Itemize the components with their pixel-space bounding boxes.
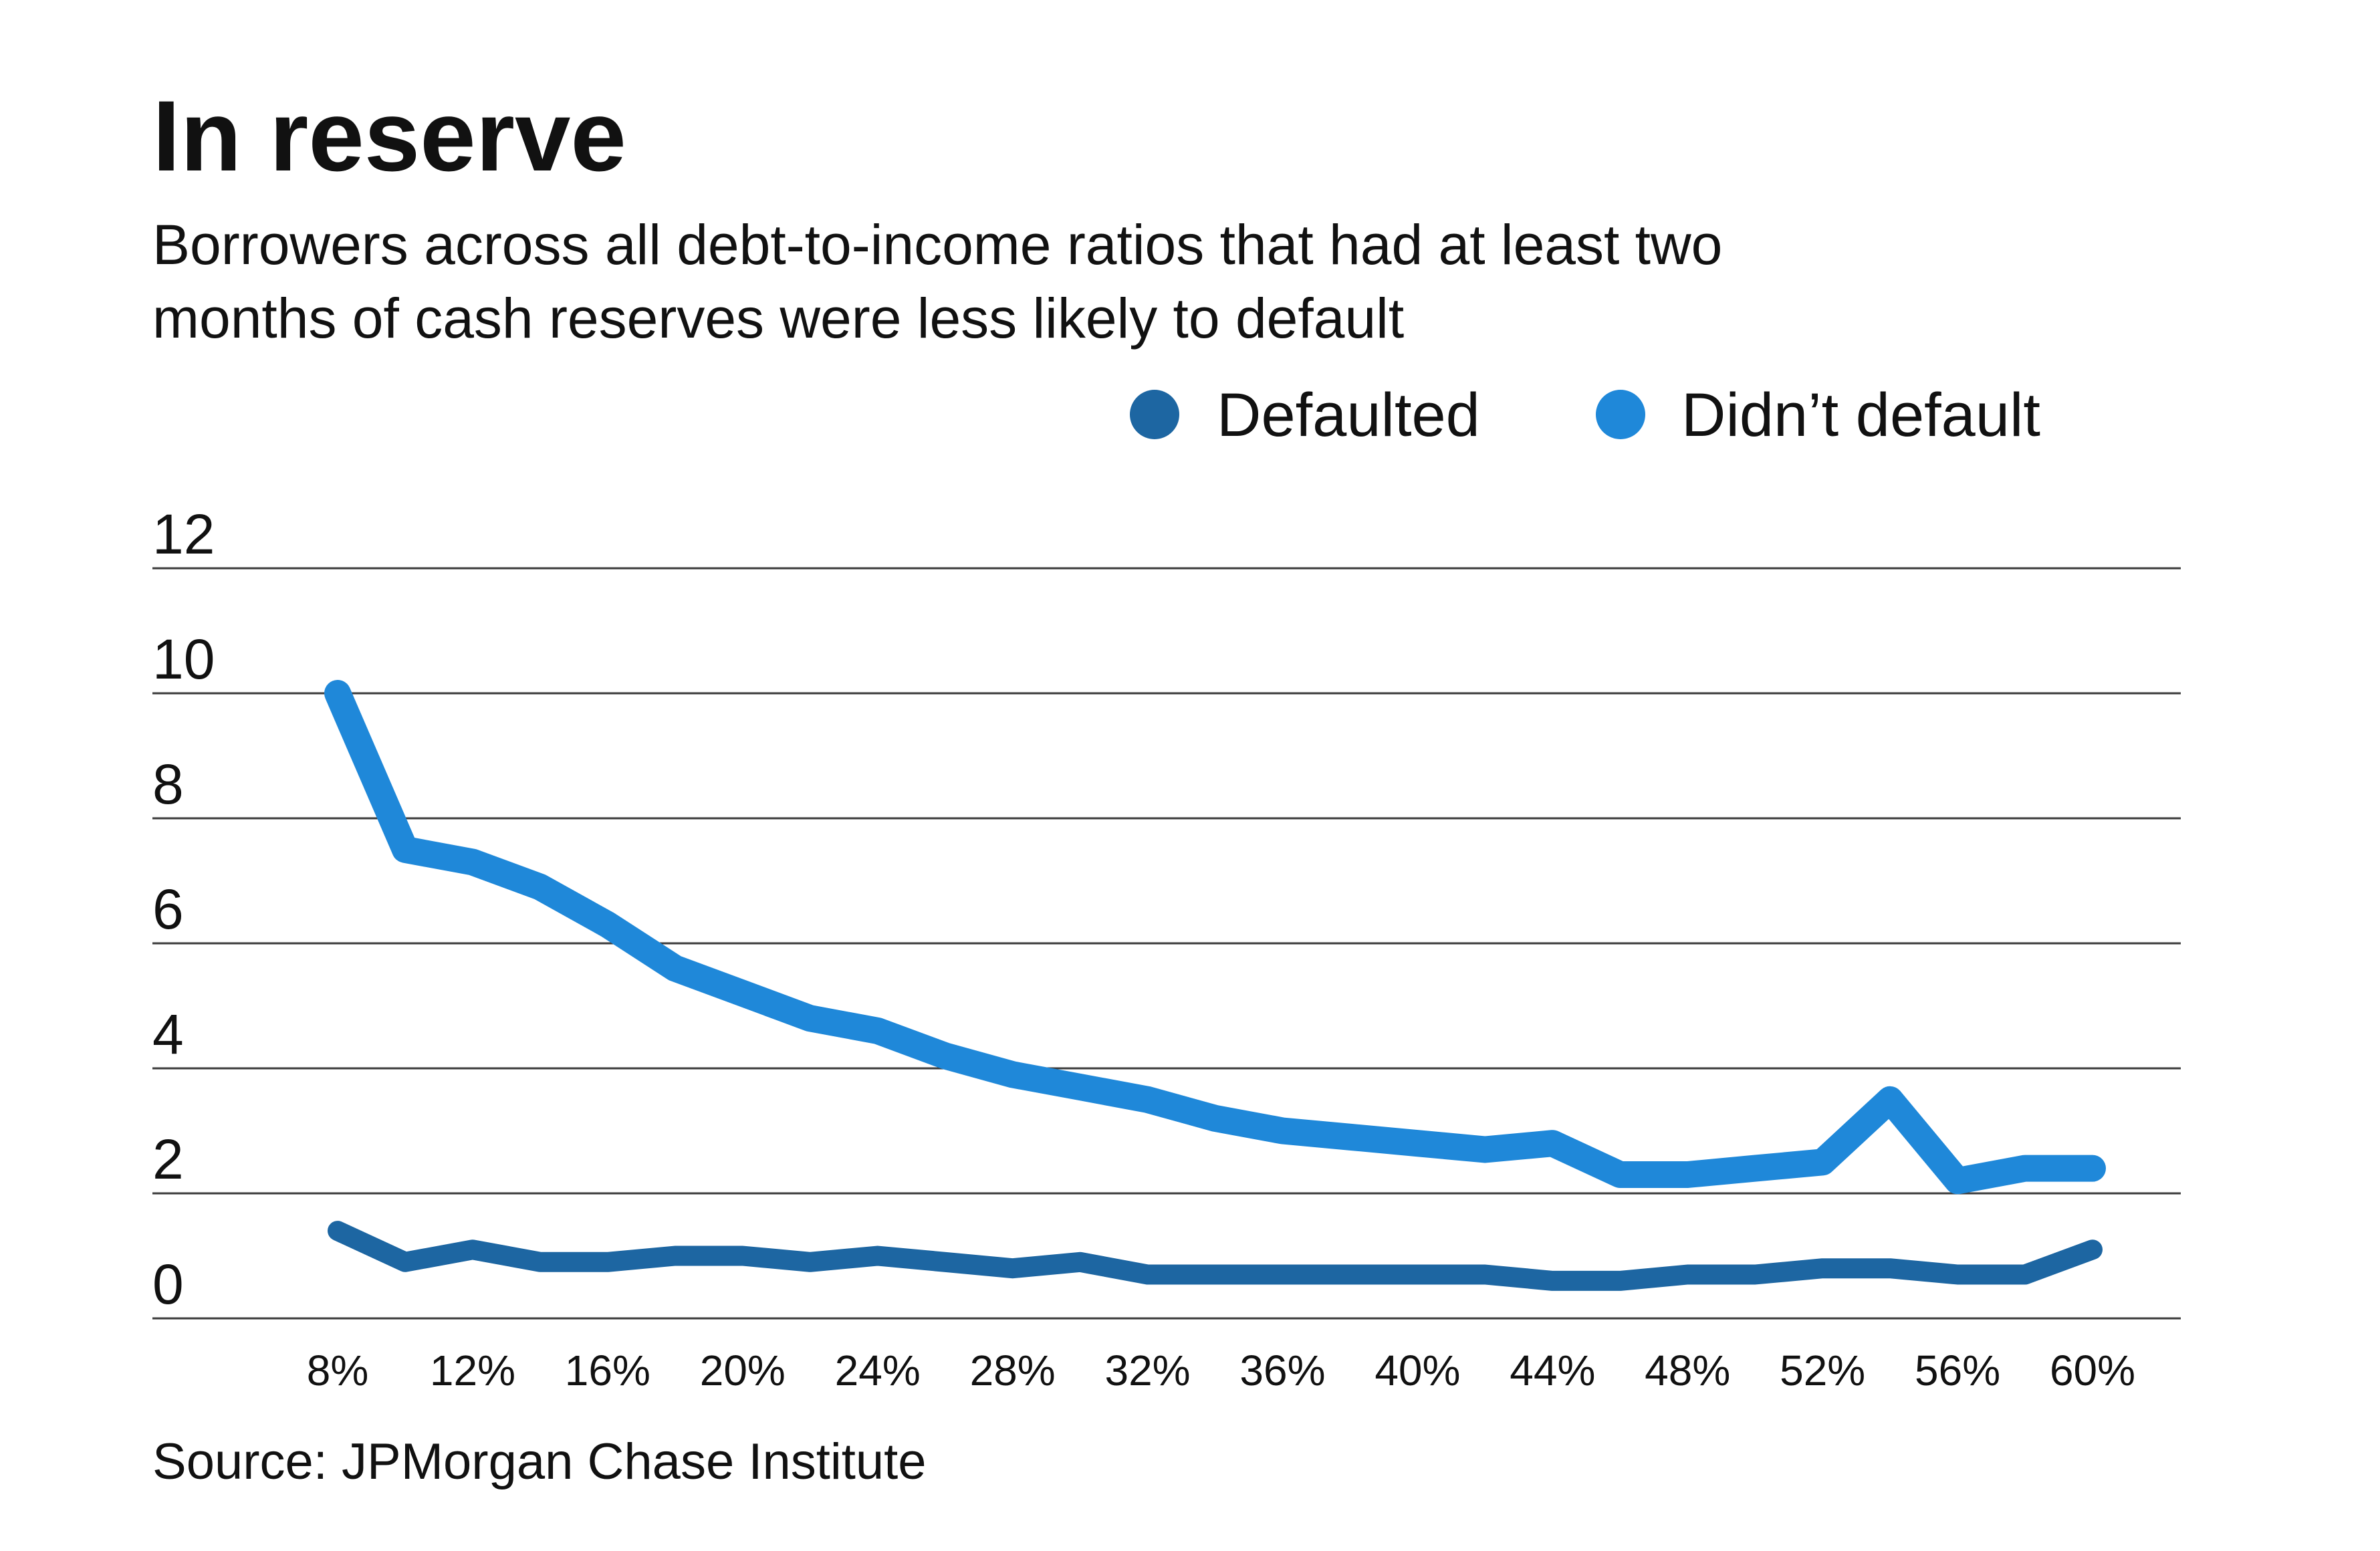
legend-label-defaulted: Defaulted — [1217, 381, 1480, 449]
x-tick-label-28: 28% — [970, 1346, 1056, 1395]
x-tick-label-48: 48% — [1645, 1346, 1730, 1395]
x-tick-label-44: 44% — [1510, 1346, 1595, 1395]
x-tick-label-24: 24% — [835, 1346, 921, 1395]
x-tick-label-60: 60% — [2050, 1346, 2135, 1395]
legend: Defaulted Didn’t default — [1130, 381, 2040, 449]
y-tick-label-6: 6 — [152, 878, 184, 941]
x-tick-label-16: 16% — [565, 1346, 650, 1395]
y-tick-label-0: 0 — [152, 1253, 184, 1316]
series-line-defaulted — [328, 1221, 2103, 1291]
y-tick-label-12: 12 — [152, 503, 215, 566]
x-tick-label-12: 12% — [430, 1346, 515, 1395]
x-tick-label-40: 40% — [1375, 1346, 1460, 1395]
source-note: Source: JPMorgan Chase Institute — [152, 1433, 926, 1490]
y-tick-label-2: 2 — [152, 1128, 184, 1191]
x-tick-label-36: 36% — [1239, 1346, 1325, 1395]
x-tick-label-52: 52% — [1780, 1346, 1865, 1395]
x-axis-tick-labels: 8% 12% 16% 20% 24% 28% 32% 36% 40% 44% 48% 52% 56% 60… — [307, 1346, 2135, 1395]
legend-marker-defaulted — [1130, 390, 1179, 439]
legend-marker-didnt-default — [1596, 390, 1645, 439]
legend-label-didnt-default: Didn’t default — [1681, 381, 2040, 449]
y-tick-label-10: 10 — [152, 628, 215, 691]
x-tick-label-32: 32% — [1104, 1346, 1190, 1395]
x-tick-label-56: 56% — [1915, 1346, 2000, 1395]
series-lines — [324, 680, 2106, 1291]
y-axis-tick-labels: 0 2 4 6 8 10 12 — [152, 503, 215, 1316]
chart-subtitle-line-1: Borrowers across all debt-to-income rati… — [152, 213, 1722, 276]
x-tick-label-20: 20% — [700, 1346, 786, 1395]
gridlines — [152, 567, 2181, 1320]
y-tick-label-8: 8 — [152, 753, 184, 816]
y-tick-label-4: 4 — [152, 1003, 184, 1066]
chart-title: In reserve — [152, 80, 626, 192]
series-line-didnt-default — [324, 680, 2106, 1195]
chart-subtitle-line-2: months of cash reserves were less likely… — [152, 287, 1404, 350]
x-tick-label-8: 8% — [307, 1346, 369, 1395]
